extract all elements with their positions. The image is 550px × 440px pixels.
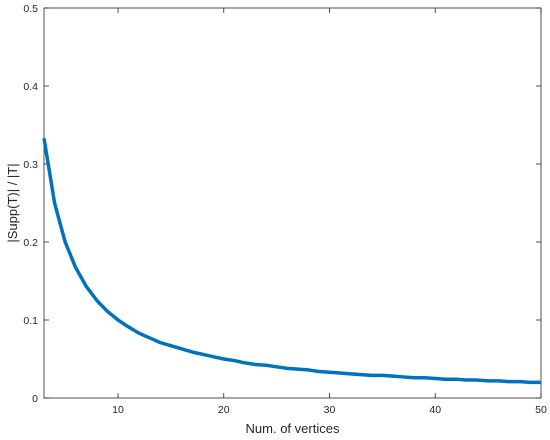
y-tick-label: 0.1 <box>23 315 38 327</box>
x-tick-label: 30 <box>324 404 336 416</box>
ticks <box>44 7 542 399</box>
tick-labels: 10 20 30 40 50 0 0.1 0.2 0.3 0.4 0.5 <box>23 3 547 416</box>
plot-area <box>43 7 542 399</box>
y-tick-label: 0.2 <box>23 237 38 249</box>
x-axis-label: Num. of vertices <box>246 421 340 436</box>
y-tick-label: 0.5 <box>23 3 38 15</box>
x-tick-label: 40 <box>429 404 441 416</box>
x-tick-label: 10 <box>112 404 124 416</box>
y-tick-label: 0.3 <box>23 159 38 171</box>
y-tick-label: 0.4 <box>23 81 38 93</box>
y-tick-label: 0 <box>32 393 38 405</box>
y-axis-label: |Supp(T)| / |T| <box>5 163 20 242</box>
series-line <box>42 137 541 385</box>
x-tick-label: 50 <box>535 404 547 416</box>
series-group <box>42 137 541 385</box>
x-tick-label: 20 <box>218 404 230 416</box>
